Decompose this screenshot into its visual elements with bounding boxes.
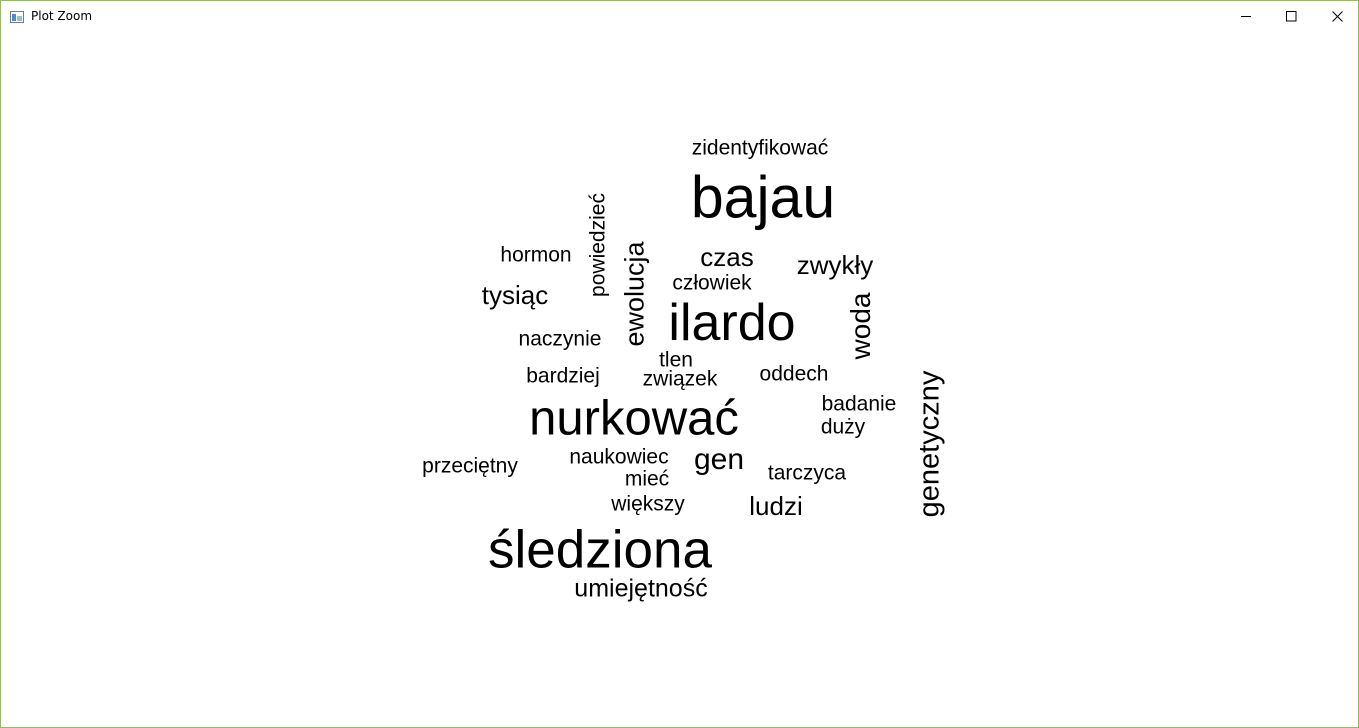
- word-oddech: oddech: [759, 362, 829, 386]
- word-gen: gen: [693, 443, 745, 476]
- maximize-button[interactable]: [1268, 1, 1314, 31]
- close-icon: [1331, 10, 1343, 22]
- word-badanie: badanie: [821, 392, 897, 416]
- word-czas: czas: [700, 242, 754, 272]
- word-hormon: hormon: [500, 243, 572, 267]
- word-cloud-plot: zidentyfikować bajau powiedzieć hormon e…: [1, 31, 1358, 727]
- title-bar[interactable]: Plot Zoom: [1, 1, 1358, 31]
- word-tarczyca: tarczyca: [767, 461, 847, 485]
- close-button[interactable]: [1314, 1, 1358, 31]
- word-woda: woda: [845, 292, 876, 360]
- word-duzy: duży: [820, 415, 866, 439]
- word-bajau: bajau: [690, 164, 836, 231]
- minimize-button[interactable]: [1223, 1, 1269, 31]
- word-tysiac: tysiąc: [481, 280, 549, 310]
- word-zidentyfikowac: zidentyfikować: [691, 136, 829, 160]
- plot-window-icon: [10, 10, 24, 23]
- word-nurkowac: nurkować: [529, 391, 739, 446]
- word-powiedziec: powiedzieć: [586, 193, 610, 297]
- window-title: Plot Zoom: [31, 9, 93, 23]
- word-wiekszy: większy: [611, 492, 685, 516]
- word-zwykly: zwykły: [796, 250, 874, 280]
- word-sledziona: śledziona: [488, 520, 712, 580]
- word-naukowiec: naukowiec: [569, 445, 669, 469]
- word-czlowiek: człowiek: [672, 271, 752, 295]
- minimize-icon: [1240, 11, 1252, 22]
- word-genetyczny: genetyczny: [913, 370, 946, 518]
- maximize-icon: [1285, 10, 1297, 22]
- word-ewolucja: ewolucja: [619, 241, 650, 347]
- word-tlen: tlen: [659, 348, 693, 372]
- word-przecietny: przeciętny: [422, 454, 518, 478]
- word-bardziej: bardziej: [526, 364, 600, 388]
- word-naczynie: naczynie: [518, 327, 602, 351]
- word-umiejetnosc: umiejętność: [574, 574, 708, 603]
- word-ilardo: ilardo: [668, 294, 796, 352]
- word-ludzi: ludzi: [749, 491, 803, 521]
- word-miec: mieć: [624, 467, 670, 491]
- word-zwiazek: związek: [642, 367, 718, 391]
